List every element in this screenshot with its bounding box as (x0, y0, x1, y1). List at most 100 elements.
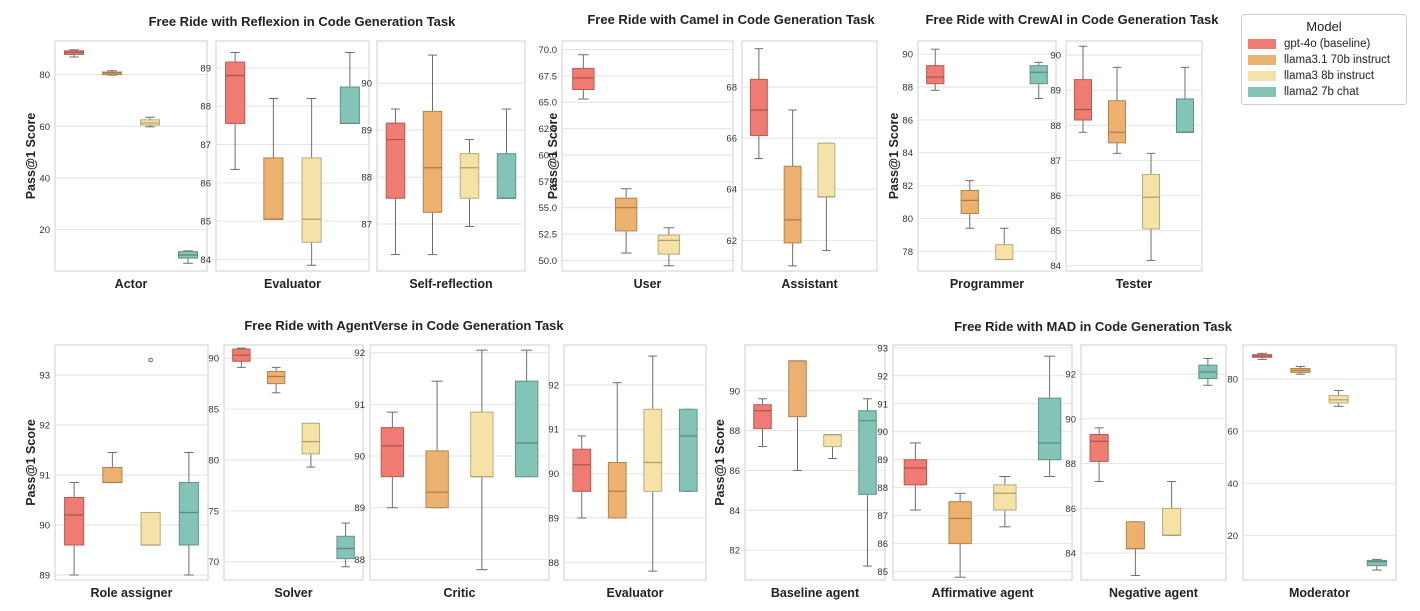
y-tick-label: 86 (1050, 191, 1061, 202)
x-axis-label: Evaluator (607, 586, 664, 600)
box-gpt-4o-baseline- (232, 347, 251, 368)
box-body (339, 86, 360, 124)
y-tick-label: 86 (902, 115, 913, 126)
box-body (823, 434, 842, 448)
legend-label: llama3 8b instruct (1284, 70, 1375, 82)
box-body (1074, 79, 1092, 121)
box-llama3-1-70b-instruct (614, 188, 638, 254)
y-tick-label: 90 (354, 452, 365, 463)
y-tick-label: 89 (39, 571, 50, 582)
box-llama3-8b-instruct (823, 434, 842, 460)
y-tick-label: 62.5 (539, 124, 558, 135)
x-axis-label: Negative agent (1109, 586, 1199, 600)
y-tick-label: 90 (39, 521, 50, 532)
plot-area (1065, 40, 1203, 272)
y-tick-label: 90 (361, 79, 372, 90)
box-llama3-1-70b-instruct (607, 382, 627, 519)
chart-title: Free Ride with CrewAI in Code Generation… (925, 12, 1219, 27)
box-llama3-1-70b-instruct (102, 452, 123, 484)
box-gpt-4o-baseline- (380, 411, 405, 509)
x-axis-label: Self-reflection (409, 277, 492, 291)
plot-area (741, 40, 878, 272)
y-tick-label: 91 (39, 471, 50, 482)
y-tick-label: 78 (902, 247, 913, 258)
box-gpt-4o-baseline- (385, 108, 406, 256)
y-tick-label: 90 (1050, 51, 1061, 62)
y-tick-label: 90 (877, 427, 888, 438)
box-body (459, 153, 480, 199)
box-body (102, 467, 123, 483)
y-tick-label: 20 (1227, 531, 1238, 542)
y-tick-label: 68 (726, 83, 737, 94)
box-body (1029, 65, 1048, 85)
legend: Model gpt-4o (baseline) llama3.1 70b ins… (1241, 14, 1407, 105)
y-tick-label: 57.5 (539, 177, 558, 188)
legend-item: llama3 8b instruct (1242, 68, 1406, 84)
y-tick-label: 86 (1065, 504, 1076, 515)
plot-area (54, 40, 208, 272)
box-body (1142, 173, 1160, 230)
box-body (960, 190, 979, 214)
x-axis-label: Actor (115, 277, 148, 291)
legend-title: Model (1306, 19, 1342, 34)
legend-item: gpt-4o (baseline) (1242, 36, 1406, 52)
box-body (903, 459, 928, 486)
y-tick-label: 75 (208, 506, 219, 517)
y-tick-label: 88 (354, 555, 365, 566)
y-tick-label: 88 (902, 83, 913, 94)
y-axis-label: Pass@1 Score (546, 113, 560, 200)
box-body (572, 67, 595, 91)
x-axis-label: Role assigner (91, 586, 173, 600)
box-body (425, 450, 449, 509)
box-body (64, 497, 85, 546)
box-llama3-1-70b-instruct (1125, 521, 1145, 577)
box-llama2-7b-chat (1029, 61, 1048, 99)
y-tick-label: 88 (1065, 459, 1076, 470)
y-tick-label: 70.0 (539, 45, 558, 56)
y-tick-label: 84 (200, 255, 211, 266)
y-tick-label: 89 (354, 503, 365, 514)
box-body (783, 165, 802, 244)
box-llama3-8b-instruct (1142, 152, 1160, 261)
box-body (496, 153, 517, 199)
box-body (263, 157, 284, 220)
box-llama2-7b-chat (514, 349, 539, 478)
y-axis-label: Pass@1 Score (24, 419, 38, 506)
outlier-point (148, 357, 153, 363)
box-llama3-8b-instruct (1328, 389, 1349, 407)
box-body (858, 410, 877, 495)
box-gpt-4o-baseline- (572, 435, 592, 519)
box-body (678, 408, 698, 492)
box-llama3-8b-instruct (993, 475, 1017, 528)
y-tick-label: 87 (200, 140, 211, 151)
box-body (470, 411, 494, 478)
legend-swatch (1248, 39, 1276, 49)
box-llama3-8b-instruct (459, 139, 480, 227)
box-body (1176, 98, 1194, 133)
y-tick-label: 90 (902, 50, 913, 61)
legend-item: llama3.1 70b instruct (1242, 52, 1406, 68)
box-llama3-1-70b-instruct (425, 380, 449, 509)
chart-title: Free Ride with Camel in Code Generation … (587, 12, 875, 27)
box-body (1366, 559, 1387, 567)
legend-label: llama2 7b chat (1284, 86, 1359, 98)
box-llama2-7b-chat (678, 408, 698, 492)
box-llama3-1-70b-instruct (102, 70, 122, 76)
y-tick-label: 80 (208, 455, 219, 466)
y-tick-label: 86 (877, 539, 888, 550)
box-body (385, 122, 406, 199)
y-tick-label: 89 (548, 513, 559, 524)
chart-title: Free Ride with AgentVerse in Code Genera… (244, 318, 564, 333)
box-llama3-8b-instruct (995, 227, 1014, 261)
legend-label: llama3.1 70b instruct (1284, 54, 1391, 66)
plot-area (1080, 344, 1227, 581)
y-tick-label: 88 (200, 102, 211, 113)
y-tick-label: 67.5 (539, 71, 558, 82)
y-tick-label: 88 (877, 483, 888, 494)
y-tick-label: 85 (208, 405, 219, 416)
box-llama3-1-70b-instruct (783, 109, 802, 267)
y-axis-label: Pass@1 Score (713, 419, 727, 506)
y-tick-label: 84 (1050, 261, 1061, 272)
legend-swatch (1248, 71, 1276, 81)
y-tick-label: 40 (1227, 479, 1238, 490)
